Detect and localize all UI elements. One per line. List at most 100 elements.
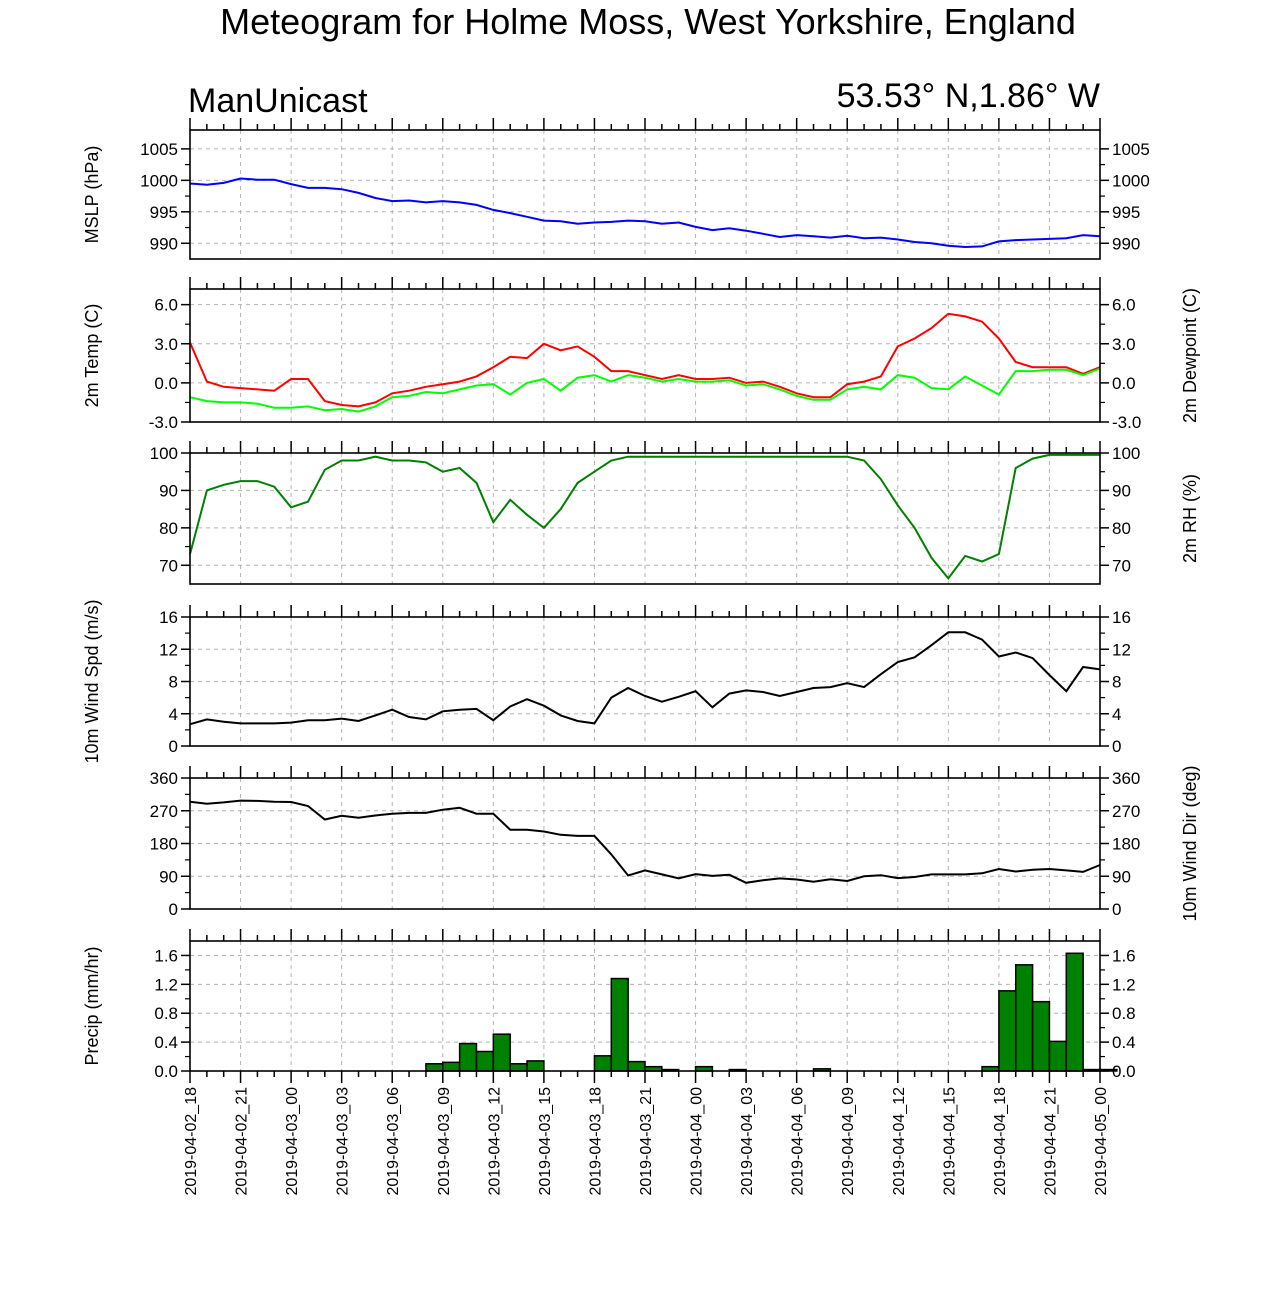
y-tick-label: 90 <box>159 867 178 886</box>
y-tick-label: 6.0 <box>154 296 178 315</box>
y-tick-label: 180 <box>1112 835 1140 854</box>
y-tick-label: -3.0 <box>1112 413 1141 432</box>
y-tick-label: 70 <box>159 556 178 575</box>
x-tick-label: 2019-04-04_18 <box>992 1087 1009 1196</box>
panel-rh: 100 100 90 90 80 80 70 70 2m RH (%) <box>150 441 1200 585</box>
y-tick-label: 270 <box>1112 802 1140 821</box>
y-tick-label: 360 <box>1112 769 1140 788</box>
y-tick-label: -3.0 <box>149 413 178 432</box>
panel-precip: 1.6 1.6 1.2 1.2 0.8 0.8 0.4 0.4 0.0 0.0 Precip (mm… <box>82 929 1136 1083</box>
chart-title: Meteogram for Holme Moss, West Yorkshire… <box>220 1 1076 42</box>
x-tick-label: 2019-04-04_15 <box>941 1087 958 1196</box>
precip-bar <box>492 1033 511 1072</box>
y-tick-label: 1000 <box>1112 171 1150 190</box>
y-tick-label: 4 <box>1112 705 1121 724</box>
precip-bar <box>442 1061 461 1072</box>
precip-bar <box>1065 952 1084 1072</box>
series-line <box>189 453 1100 581</box>
y-tick-label: 0 <box>169 900 178 919</box>
y-tick-label: 6.0 <box>1112 296 1136 315</box>
y-tick-label: 990 <box>150 234 178 253</box>
y-tick-label: 100 <box>150 444 178 463</box>
precip-bar <box>458 1042 478 1072</box>
y-axis-title: 10m Wind Spd (m/s) <box>82 599 102 763</box>
y-tick-label: 1.6 <box>1112 946 1136 965</box>
panel-wind-direction: 360 360 270 270 180 180 90 90 0 0 10m Wind Dir (de… <box>150 765 1200 921</box>
model-name-label: ManUnicast <box>188 82 368 120</box>
panel-wind-speed: 16 16 12 12 8 8 4 4 0 0 10m Wind Spd (m/s) <box>82 599 1131 763</box>
precip-bar <box>1014 964 1034 1072</box>
y-tick-label: 0.4 <box>154 1033 178 1052</box>
y-tick-label: 8 <box>169 673 178 692</box>
x-tick-label: 2019-04-05_00 <box>1093 1087 1110 1196</box>
y-tick-label: 1.2 <box>154 975 178 994</box>
y-tick-label: 270 <box>150 802 178 821</box>
precip-bar <box>998 990 1017 1072</box>
y-axis-title-right: 2m Dewpoint (C) <box>1180 288 1200 423</box>
panel-temp-dewpoint: 6.0 6.0 3.0 3.0 0.0 0.0 -3.0 -3.0 2m Temp (C) 2m … <box>82 277 1200 432</box>
x-tick-label: 2019-04-02_18 <box>183 1087 200 1196</box>
y-tick-label: 0 <box>169 737 178 756</box>
x-tick-label: 2019-04-04_03 <box>739 1087 756 1196</box>
y-axis-title: 2m Temp (C) <box>82 304 102 408</box>
precip-bar <box>509 1063 528 1072</box>
y-tick-label: 1000 <box>140 171 178 190</box>
y-tick-label: 3.0 <box>1112 335 1136 354</box>
x-tick-label: 2019-04-03_03 <box>335 1087 352 1196</box>
y-tick-label: 4 <box>169 705 178 724</box>
x-tick-label: 2019-04-03_15 <box>537 1087 554 1196</box>
series-line <box>189 799 1101 884</box>
y-tick-label: 12 <box>159 640 178 659</box>
y-tick-label: 90 <box>159 481 178 500</box>
precip-bar <box>1048 1040 1068 1072</box>
precip-bar <box>593 1055 613 1072</box>
y-tick-label: 0.0 <box>154 374 178 393</box>
y-tick-label: 90 <box>1112 867 1131 886</box>
x-tick-label: 2019-04-03_12 <box>486 1087 503 1196</box>
y-tick-label: 1.2 <box>1112 975 1136 994</box>
series-line <box>189 312 1101 408</box>
y-axis-title: MSLP (hPa) <box>82 146 102 244</box>
y-tick-label: 90 <box>1112 481 1131 500</box>
y-tick-label: 1005 <box>140 140 178 159</box>
y-tick-label: 70 <box>1112 556 1131 575</box>
x-tick-label: 2019-04-03_18 <box>587 1087 604 1196</box>
x-tick-label: 2019-04-03_21 <box>638 1087 655 1196</box>
y-tick-label: 16 <box>159 608 178 627</box>
series-line <box>189 631 1101 726</box>
precip-bar <box>627 1060 646 1072</box>
x-tick-label: 2019-04-04_06 <box>790 1087 807 1196</box>
y-tick-label: 995 <box>150 203 178 222</box>
y-tick-label: 990 <box>1112 234 1140 253</box>
y-tick-label: 16 <box>1112 608 1131 627</box>
y-tick-label: 1005 <box>1112 140 1150 159</box>
x-tick-label: 2019-04-04_09 <box>840 1087 857 1196</box>
y-tick-label: 12 <box>1112 640 1131 659</box>
y-tick-label: 100 <box>1112 444 1140 463</box>
location-coordinates-label: 53.53° N,1.86° W <box>837 77 1100 115</box>
y-axis-title: Precip (mm/hr) <box>82 946 102 1065</box>
y-tick-label: 995 <box>1112 203 1140 222</box>
y-tick-label: 0.0 <box>1112 1062 1136 1081</box>
precip-bar <box>425 1063 444 1072</box>
x-tick-label: 2019-04-04_00 <box>689 1087 706 1196</box>
y-tick-label: 8 <box>1112 673 1121 692</box>
y-tick-label: 1.6 <box>154 946 178 965</box>
series-line <box>189 177 1101 249</box>
panel-mslp: 1005 1005 1000 1000 995 995 990 990 MSLP (hPa) <box>82 118 1150 260</box>
y-tick-label: 0.8 <box>1112 1004 1136 1023</box>
y-tick-label: 80 <box>159 519 178 538</box>
y-axis-title-right: 10m Wind Dir (deg) <box>1180 765 1200 921</box>
y-axis-title-right: 2m RH (%) <box>1180 474 1200 563</box>
x-tick-label: 2019-04-02_21 <box>234 1087 251 1196</box>
y-tick-label: 360 <box>150 769 178 788</box>
precip-bar <box>1031 1000 1051 1072</box>
x-tick-label: 2019-04-04_12 <box>891 1087 908 1196</box>
x-tick-label: 2019-04-03_00 <box>284 1087 301 1196</box>
precip-bar <box>526 1060 545 1072</box>
y-tick-label: 180 <box>150 835 178 854</box>
y-tick-label: 0 <box>1112 900 1121 919</box>
y-tick-label: 0.8 <box>154 1004 178 1023</box>
precip-bar <box>610 977 629 1072</box>
y-tick-label: 80 <box>1112 519 1131 538</box>
